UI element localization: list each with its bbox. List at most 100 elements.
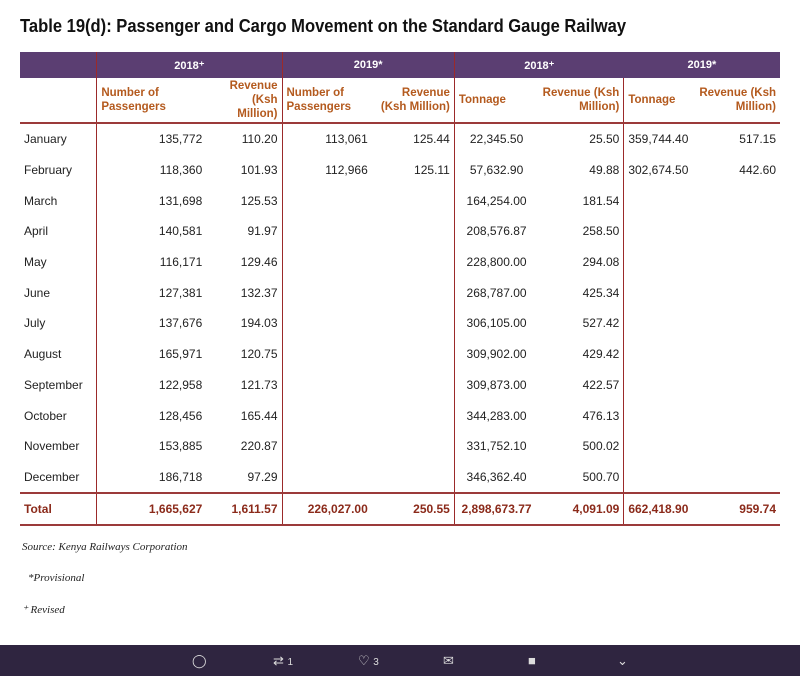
cell: 294.08 xyxy=(582,255,620,270)
cell: 306,105.00 xyxy=(453,308,539,339)
bookmark-icon[interactable]: ■ xyxy=(528,653,536,668)
cell: 258.50 xyxy=(582,224,620,239)
cell xyxy=(623,400,693,431)
cell: 425.34 xyxy=(582,285,620,300)
column-header: Revenue (Ksh Million) xyxy=(538,78,624,124)
cell xyxy=(623,430,693,462)
cell: 125.53 xyxy=(240,193,278,208)
page-title: Table 19(d): Passenger and Cargo Movemen… xyxy=(20,16,627,36)
cell xyxy=(281,216,372,247)
column-header: Number of Passengers xyxy=(281,78,372,124)
cell xyxy=(281,369,372,401)
cell xyxy=(623,216,693,247)
cell xyxy=(281,308,372,339)
table-row: June 127,381 132.37 268,787.00 425.34 xyxy=(20,277,780,309)
column-header: Tonnage xyxy=(453,78,539,124)
cell: 137,676 xyxy=(96,308,207,339)
cell: 500.70 xyxy=(582,469,620,484)
year-header-row: 2018⁺ 2019* 2018⁺ 2019* xyxy=(20,52,780,78)
revised-note: ⁺ Revised xyxy=(22,604,65,616)
cell xyxy=(623,308,693,339)
mail-icon[interactable]: ✉ xyxy=(443,653,454,668)
year-header: 2018⁺ xyxy=(453,52,624,78)
source-note: Source: Kenya Railways Corporation xyxy=(22,541,188,553)
column-header: Revenue (Ksh Million) xyxy=(692,78,780,124)
cell: 527.42 xyxy=(582,316,620,331)
cell xyxy=(692,185,780,216)
cell: 22,345.50 xyxy=(453,123,539,155)
cell xyxy=(281,185,372,217)
cell: 302,674.50 xyxy=(623,154,693,186)
cell: 331,752.10 xyxy=(453,430,539,462)
cell: 476.13 xyxy=(582,408,620,423)
cell xyxy=(372,462,455,494)
cell: 2,898,673.77 xyxy=(453,492,539,527)
table-row: August 165,971 120.75 309,902.00 429.42 xyxy=(20,338,780,370)
row-label: April xyxy=(24,224,49,239)
cell xyxy=(281,430,372,462)
cell xyxy=(692,277,780,308)
table-row: July 137,676 194.03 306,105.00 527.42 xyxy=(20,308,780,339)
table-row: November 153,885 220.87 331,752.10 500.02 xyxy=(20,430,780,462)
cell xyxy=(281,400,372,431)
cell: 228,800.00 xyxy=(453,246,539,278)
cell: 120.75 xyxy=(240,347,278,362)
cell: 129.46 xyxy=(240,255,278,270)
cell: 226,027.00 xyxy=(281,492,372,527)
cell: 127,381 xyxy=(96,277,207,309)
cell: 116,171 xyxy=(96,246,207,278)
table-row: October 128,456 165.44 344,283.00 476.13 xyxy=(20,400,780,431)
cell xyxy=(692,431,780,462)
row-label: Total xyxy=(20,492,97,527)
like-count: 3 xyxy=(373,657,379,668)
cell: 153,885 xyxy=(96,430,207,462)
cell: 125.11 xyxy=(414,163,450,178)
row-label: March xyxy=(24,193,58,208)
reply-icon[interactable]: ◯ xyxy=(192,653,207,668)
cell: 422.57 xyxy=(582,377,620,392)
cell: 131,698 xyxy=(96,185,207,217)
like-button[interactable]: ♡ 3 xyxy=(358,653,379,669)
cell: 165,971 xyxy=(96,338,207,370)
cell: 220.87 xyxy=(240,439,278,454)
cell xyxy=(692,308,780,339)
cell: 1,665,627 xyxy=(96,492,207,527)
column-header: Revenue (Ksh Million) xyxy=(371,78,455,124)
cell: 194.03 xyxy=(240,316,278,331)
cell: 110.20 xyxy=(241,132,278,147)
retweet-icon: ⇄ xyxy=(273,653,284,668)
row-label: February xyxy=(24,163,73,178)
retweet-count: 1 xyxy=(287,657,294,668)
cell: 101.93 xyxy=(240,163,278,178)
chevron-down-icon[interactable]: ⌄ xyxy=(617,653,628,668)
cell: 25.50 xyxy=(589,132,620,147)
cell xyxy=(623,185,693,217)
heart-icon: ♡ xyxy=(358,653,370,668)
cell xyxy=(692,462,780,494)
cell xyxy=(372,216,455,247)
cell: 49.88 xyxy=(589,163,620,178)
cell: 113,061 xyxy=(281,123,372,155)
cell: 662,418.90 xyxy=(623,492,693,527)
tweet-action-bar: ◯ ⇄ 1 ♡ 3 ✉ ■ ⌄ xyxy=(0,645,800,676)
cell xyxy=(281,338,372,370)
table-row: February 118,360 101.93 112,966 125.11 57,632… xyxy=(20,154,780,186)
cell: 118,360 xyxy=(96,154,207,186)
cell xyxy=(372,370,455,401)
cell: 57,632.90 xyxy=(453,154,539,186)
cell xyxy=(372,185,455,216)
row-label: May xyxy=(24,255,47,270)
year-header: 2019* xyxy=(281,52,455,78)
cell: 208,576.87 xyxy=(453,216,539,247)
cell xyxy=(692,339,780,370)
cell: 125.44 xyxy=(413,132,450,147)
table-row: December 186,718 97.29 346,362.40 500.70 xyxy=(20,461,780,494)
cell: 112,966 xyxy=(281,154,372,186)
cell: 97.29 xyxy=(247,469,278,484)
row-label: October xyxy=(24,408,67,423)
retweet-button[interactable]: ⇄ 1 xyxy=(273,653,293,669)
year-header: 2018⁺ xyxy=(96,52,282,78)
data-table: 2018⁺ 2019* 2018⁺ 2019* Number of Passen… xyxy=(20,52,780,527)
table-row: April 140,581 91.97 208,576.87 258.50 xyxy=(20,216,780,247)
cell: 135,772 xyxy=(96,123,207,155)
